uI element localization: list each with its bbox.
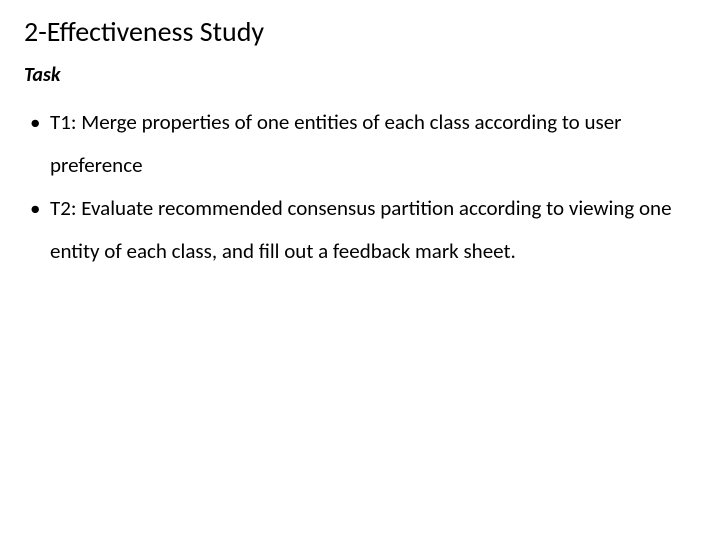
- list-item: T2: Evaluate recommended consensus parti…: [24, 187, 696, 273]
- slide: 2-Effectiveness Study Task T1: Merge pro…: [0, 0, 720, 540]
- slide-title: 2-Effectiveness Study: [24, 14, 696, 49]
- bullet-list: T1: Merge properties of one entities of …: [24, 101, 696, 273]
- slide-subtitle: Task: [24, 63, 696, 87]
- list-item: T1: Merge properties of one entities of …: [24, 101, 696, 187]
